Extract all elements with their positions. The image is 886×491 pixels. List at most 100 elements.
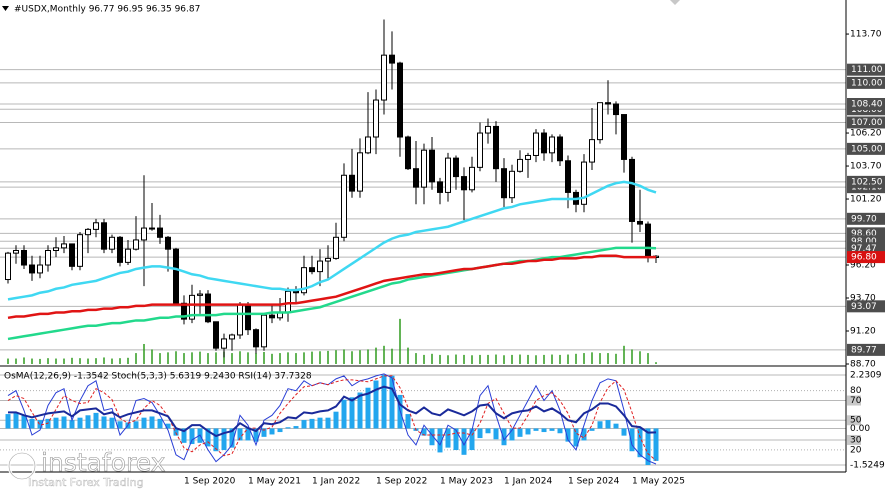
candle-body [525, 154, 531, 160]
shift-marker[interactable] [670, 0, 680, 5]
candle-body [581, 161, 587, 205]
osma-bar [21, 415, 27, 429]
x-tick-label: 1 Sep 2022 [376, 477, 427, 487]
level-box [847, 343, 885, 356]
moving-average [7, 180, 657, 301]
candle-body [221, 338, 227, 349]
level-label: 50 [850, 416, 862, 426]
candle-body [373, 99, 379, 138]
osma-bar [277, 428, 283, 433]
osma-bar [189, 428, 195, 445]
indicator-title: OsMA(12,26,9) -1.3542 Stoch(5,3,3) 5.631… [4, 372, 312, 382]
osma-bar [485, 428, 491, 434]
osma-bar [213, 428, 219, 452]
y-tick-label: 113.70 [850, 30, 882, 40]
osma-bar [309, 418, 315, 429]
osma-bar [509, 428, 515, 441]
osma-bar [653, 428, 659, 461]
y-tick-label: 20 [850, 445, 862, 455]
candle-body [229, 334, 235, 340]
candle-body [645, 223, 651, 258]
y-tick-label: 91.20 [850, 327, 876, 337]
candle-body [269, 314, 275, 319]
osma-bar [365, 387, 371, 429]
x-tick-label: 1 Sep 2024 [568, 477, 620, 487]
level-label: 93.07 [851, 302, 877, 312]
level-box [847, 116, 885, 129]
osma-bar [405, 414, 411, 429]
candle-body [93, 222, 99, 230]
candle-body [77, 234, 83, 267]
candle-body [389, 54, 395, 64]
menu-arrow[interactable] [2, 6, 9, 11]
x-tick-label: 1 Sep 2020 [184, 477, 236, 487]
osma-bar [629, 428, 635, 452]
level-label: 89.77 [851, 345, 877, 355]
candle-body [165, 236, 171, 250]
x-tick-label: 1 Jan 2024 [504, 477, 552, 487]
candle-body [149, 227, 155, 230]
y-tick-label: 88.70 [850, 360, 876, 370]
osma-bar [621, 428, 627, 436]
x-tick-label: 1 May 2021 [248, 477, 301, 487]
watermark-brand: instaforex [41, 448, 166, 477]
osma-bar [29, 418, 35, 429]
watermark-logo-outline [8, 452, 36, 480]
candle-body [509, 170, 515, 199]
candle-body [261, 314, 267, 348]
level-box [847, 98, 885, 110]
candle-body [101, 222, 107, 250]
osma-bar [149, 416, 155, 429]
osma-bar [333, 411, 339, 429]
candle-body [357, 152, 363, 192]
osma-bar [533, 428, 539, 431]
candle-body [245, 304, 251, 331]
osma-bar [421, 428, 427, 436]
candle-body [341, 174, 347, 238]
candle-body [13, 249, 19, 254]
osma-bar [477, 428, 483, 439]
candle-body [157, 227, 163, 238]
osma-bar [437, 428, 443, 453]
osma-bar [445, 428, 451, 448]
candle-body [117, 236, 123, 263]
level-label: 108.40 [851, 100, 883, 110]
osma-bar [181, 428, 187, 443]
candle-body [197, 293, 203, 296]
osma-bar [69, 420, 75, 429]
level-box [847, 142, 885, 155]
osma-bar [517, 428, 523, 437]
level-box [847, 300, 885, 313]
candle-body [469, 166, 475, 191]
osma-bar [117, 421, 123, 429]
level-label: 111.00 [851, 65, 883, 75]
osma-bar [325, 417, 331, 429]
candle-body [205, 293, 211, 323]
osma-bar [109, 417, 115, 429]
y-tick-label: 101.20 [850, 195, 882, 205]
osma-bar [349, 397, 355, 429]
candle-body [109, 236, 115, 250]
osma-bar [301, 420, 307, 429]
candle-body [381, 54, 387, 101]
osma-bar [37, 420, 43, 429]
osma-bar [541, 428, 547, 433]
osma-bar [565, 428, 571, 442]
candle-body [317, 260, 323, 273]
grid-layer [0, 69, 846, 466]
candle-body [613, 103, 619, 116]
x-tick-label: 1 Jan 2022 [312, 477, 360, 487]
oscillator-line [7, 373, 657, 465]
candle-body [629, 158, 635, 222]
candle-body [437, 181, 443, 193]
candle-body [557, 136, 563, 162]
osma-tick-label: 0.00 [850, 424, 870, 434]
moving-average [7, 254, 656, 320]
osma-bar [13, 412, 19, 429]
osma-bar [253, 428, 259, 442]
level-label: 30 [850, 435, 862, 445]
level-label: 97.47 [851, 244, 877, 254]
candle-body [565, 160, 571, 193]
